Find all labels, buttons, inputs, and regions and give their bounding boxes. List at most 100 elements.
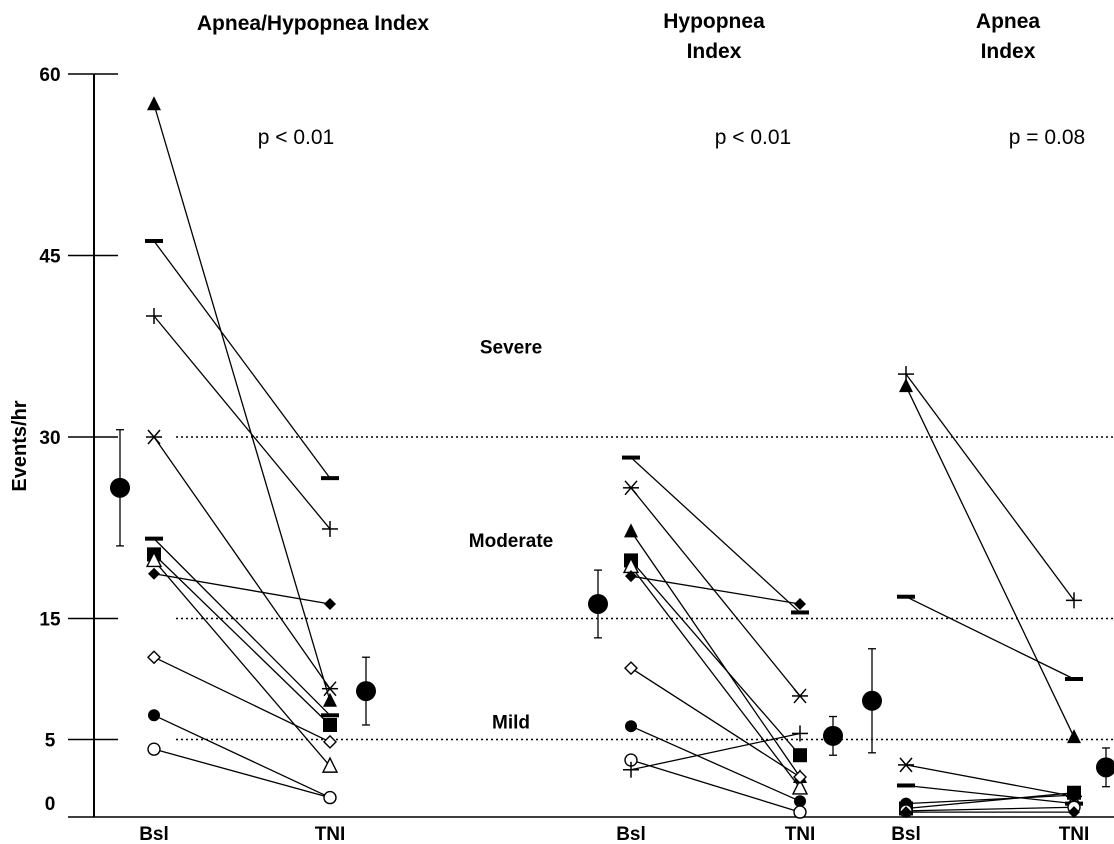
panel-1-subject-10-line: [153, 714, 331, 799]
panel-3-subject-5-line: [905, 784, 1075, 805]
panel-2-subject-2-bsl-marker: [623, 480, 639, 496]
panel-1-subject-8-bsl-marker: [148, 567, 160, 580]
threshold-lines: [176, 436, 1114, 741]
panel-3-subject-7-line: [905, 792, 1075, 810]
panel-2-x-label-bsl: Bsl: [616, 824, 646, 844]
panel-1-subject-5-line: [153, 538, 331, 716]
panel-1-subject-2-bsl-marker: [145, 238, 163, 243]
panel-3-subject-6-line: [905, 794, 1075, 805]
panel-1-x-label-bsl: Bsl: [139, 824, 169, 844]
panel-1-subject-11-bsl-marker: [147, 742, 161, 756]
panel-1-subject-4-line: [153, 436, 331, 690]
severity-label-mild: Mild: [492, 712, 530, 733]
y-tick-label-30: 30: [39, 428, 60, 449]
panel-2-subject-7-line: [630, 667, 801, 778]
panel-1-mean-tni: [356, 656, 376, 726]
group-means: [110, 429, 1114, 788]
panel-1-x-label-tni: TNI: [315, 824, 346, 844]
panel-2-subject-6-tni-marker: [794, 597, 806, 610]
panel-2-subject-3-line: [630, 531, 801, 778]
panel-2-subject-8-line: [630, 725, 801, 802]
y-tick-label-15: 15: [39, 610, 61, 631]
y-tick-label-60: 60: [39, 65, 60, 86]
panel-2-subject-9-tni-marker: [793, 805, 807, 819]
panel-2-subject-7-tni-marker: [793, 770, 807, 784]
panel-1-subject-3-bsl-marker: [146, 308, 162, 324]
panel-2-subject-7-bsl-marker: [624, 661, 638, 676]
panel-2-subject-4-tni-marker: [793, 748, 807, 763]
panel-2-x-label-tni: TNI: [785, 824, 816, 844]
panel-2-subject-1-tni-marker: [791, 610, 809, 615]
subject-markers: [145, 96, 1083, 819]
panel-1-subject-6-tni-marker: [323, 717, 337, 732]
panel-2-subject-4-line: [630, 559, 801, 756]
y-axis-label: Events/hr: [9, 400, 31, 491]
panel-1-subject-2-tni-marker: [321, 476, 339, 481]
panel-1-mean-bsl: [110, 429, 130, 547]
panel-1-subject-4-tni-marker: [322, 681, 338, 697]
panel-3-title-line-2: Index: [981, 40, 1036, 63]
panel-3-p-value: p = 0.08: [1009, 126, 1085, 149]
panel-3-subject-3-tni-marker: [1065, 677, 1083, 681]
panel-3-subject-4-bsl-marker: [898, 757, 914, 773]
panel-1-subject-7-tni-marker: [321, 756, 339, 773]
panel-1-title-line-1: Apnea/Hypopnea Index: [197, 12, 430, 35]
panel-1-subject-10-bsl-marker: [148, 709, 160, 722]
panel-3-title-line-1: Apnea: [976, 10, 1041, 33]
panel-2-subject-6-bsl-marker: [625, 570, 637, 583]
subject-lines: [153, 104, 1075, 813]
panel-3-subject-3-line: [905, 596, 1075, 680]
panel-3-subject-8-line: [905, 806, 1075, 812]
y-tick-label-0: 0: [45, 794, 56, 815]
panel-1-subject-9-tni-marker: [323, 734, 337, 749]
panel-3-subject-2-bsl-marker: [899, 378, 913, 393]
panel-3-subject-9-bsl-marker: [900, 806, 912, 819]
panel-2-subject-10-bsl-marker: [623, 761, 639, 778]
panel-2-subject-2-tni-marker: [792, 688, 808, 704]
chart-text: 60 45 30 15 5 0 Events/hr Severe Moderate Mild Apn…: [9, 10, 1089, 844]
panel-1-subject-1-tni-marker: [323, 692, 337, 707]
panel-3-subject-3-bsl-marker: [897, 594, 915, 599]
panel-1-subject-8-tni-marker: [324, 597, 336, 610]
panel-2-p-value: p < 0.01: [715, 126, 791, 149]
panel-2-subject-10-tni-marker: [792, 725, 808, 742]
panel-3-subject-7-tni-marker: [1067, 785, 1081, 800]
panel-1-subject-11-tni-marker: [323, 790, 337, 805]
panel-1-subject-3-line: [153, 315, 331, 530]
panel-1-subject-11-line: [153, 748, 331, 799]
panel-3-x-label-tni: TNI: [1059, 824, 1090, 844]
y-tick-label-5: 5: [45, 731, 56, 752]
panel-2-subject-8-tni-marker: [794, 795, 806, 808]
panel-1-subject-1-bsl-marker: [147, 96, 161, 111]
panel-1-subject-5-bsl-marker: [145, 536, 163, 541]
panel-1-subject-9-line: [153, 656, 331, 743]
panel-1-subject-5-tni-marker: [321, 713, 339, 718]
panel-3-subject-4-line: [905, 764, 1075, 798]
panel-3-subject-9-tni-marker: [1068, 806, 1080, 819]
panel-3-subject-5-bsl-marker: [897, 783, 915, 788]
panel-1-subject-7-bsl-marker: [145, 550, 163, 568]
panel-3-x-label-bsl: Bsl: [891, 824, 921, 844]
panel-2-subject-1-bsl-marker: [622, 455, 640, 460]
severity-label-moderate: Moderate: [469, 531, 553, 552]
panel-2-mean-tni: [823, 715, 843, 756]
panel-3-mean-bsl: [862, 648, 882, 754]
panel-1-subject-7-line: [153, 559, 331, 767]
panel-1-subject-1-line: [153, 104, 331, 701]
severity-label-severe: Severe: [480, 337, 542, 358]
panel-2-subject-3-bsl-marker: [624, 523, 638, 538]
panel-3-subject-1-tni-marker: [1066, 592, 1082, 609]
panel-1-subject-6-line: [153, 553, 331, 726]
panel-3-subject-2-line: [905, 385, 1075, 738]
panel-2-subject-1-line: [630, 457, 801, 613]
panel-2-subject-6-line: [630, 575, 801, 605]
axes: [68, 73, 1114, 818]
panel-2-subject-9-line: [630, 759, 801, 813]
panel-1-subject-3-tni-marker: [322, 520, 338, 537]
panel-3-subject-1-line: [905, 373, 1075, 601]
panel-1-subject-2-line: [153, 240, 331, 479]
panel-2-subject-2-line: [630, 487, 801, 697]
panel-2-title-line-2: Index: [687, 40, 742, 63]
panel-1-subject-4-bsl-marker: [146, 429, 162, 445]
